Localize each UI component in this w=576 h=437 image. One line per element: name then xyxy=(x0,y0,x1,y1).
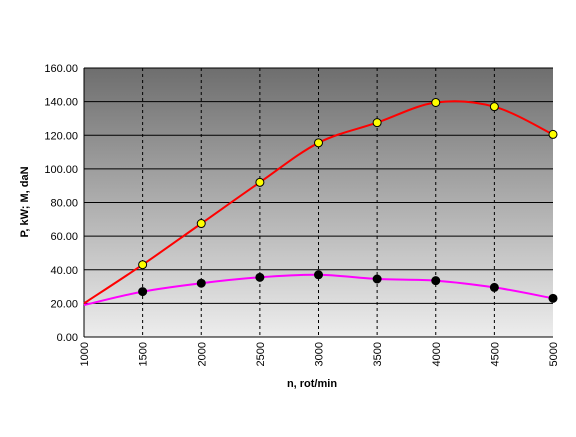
y-tick-label-6: 120.00 xyxy=(44,130,78,142)
y-tick-label-1: 20.00 xyxy=(50,298,78,310)
y-tick-label-2: 40.00 xyxy=(50,265,78,277)
y-tick-label-7: 140.00 xyxy=(44,97,78,109)
x-tick-label-4: 3000 xyxy=(314,342,326,366)
data-point-s1-8 xyxy=(548,293,558,303)
data-point-s0-8 xyxy=(548,129,558,139)
y-tick-label-5: 100.00 xyxy=(44,164,78,176)
y-tick-label-0: 0.00 xyxy=(57,332,78,344)
data-point-s0-6 xyxy=(431,97,441,107)
data-point-s0-2 xyxy=(196,219,206,229)
data-point-s0-5 xyxy=(372,118,382,128)
x-axis-title: n, rot/min xyxy=(287,378,337,390)
x-tick-label-1: 1500 xyxy=(138,342,150,366)
data-point-s1-3 xyxy=(255,272,265,282)
x-tick-label-3: 2500 xyxy=(255,342,267,366)
data-point-s1-7 xyxy=(489,282,499,292)
x-tick-label-0: 1000 xyxy=(79,342,91,366)
x-tick-label-7: 4500 xyxy=(489,342,501,366)
data-point-s1-4 xyxy=(314,270,323,280)
data-point-s0-3 xyxy=(255,177,265,187)
x-tick-label-6: 4000 xyxy=(431,342,443,366)
y-tick-label-8: 160.00 xyxy=(44,63,78,75)
grid xyxy=(83,67,553,338)
y-tick-label-3: 60.00 xyxy=(50,231,78,243)
y-tick-label-4: 80.00 xyxy=(50,198,78,210)
data-point-s1-1 xyxy=(138,287,148,297)
data-point-s0-1 xyxy=(138,260,148,270)
x-tick-label-2: 2000 xyxy=(196,342,208,366)
series-layer xyxy=(83,97,558,307)
data-point-s1-2 xyxy=(196,278,206,288)
data-point-s0-4 xyxy=(314,138,323,148)
y-axis-title: P, kW; M, daN xyxy=(19,166,31,237)
x-tick-label-5: 3500 xyxy=(372,342,384,366)
data-point-s1-6 xyxy=(431,276,441,286)
data-point-s0-7 xyxy=(489,102,499,112)
data-point-s1-5 xyxy=(372,274,382,284)
x-tick-label-8: 5000 xyxy=(548,342,560,366)
tick-labels: 0.00 20.00 40.00 60.00 80.00 100.00 120.00 140.… xyxy=(44,63,560,366)
